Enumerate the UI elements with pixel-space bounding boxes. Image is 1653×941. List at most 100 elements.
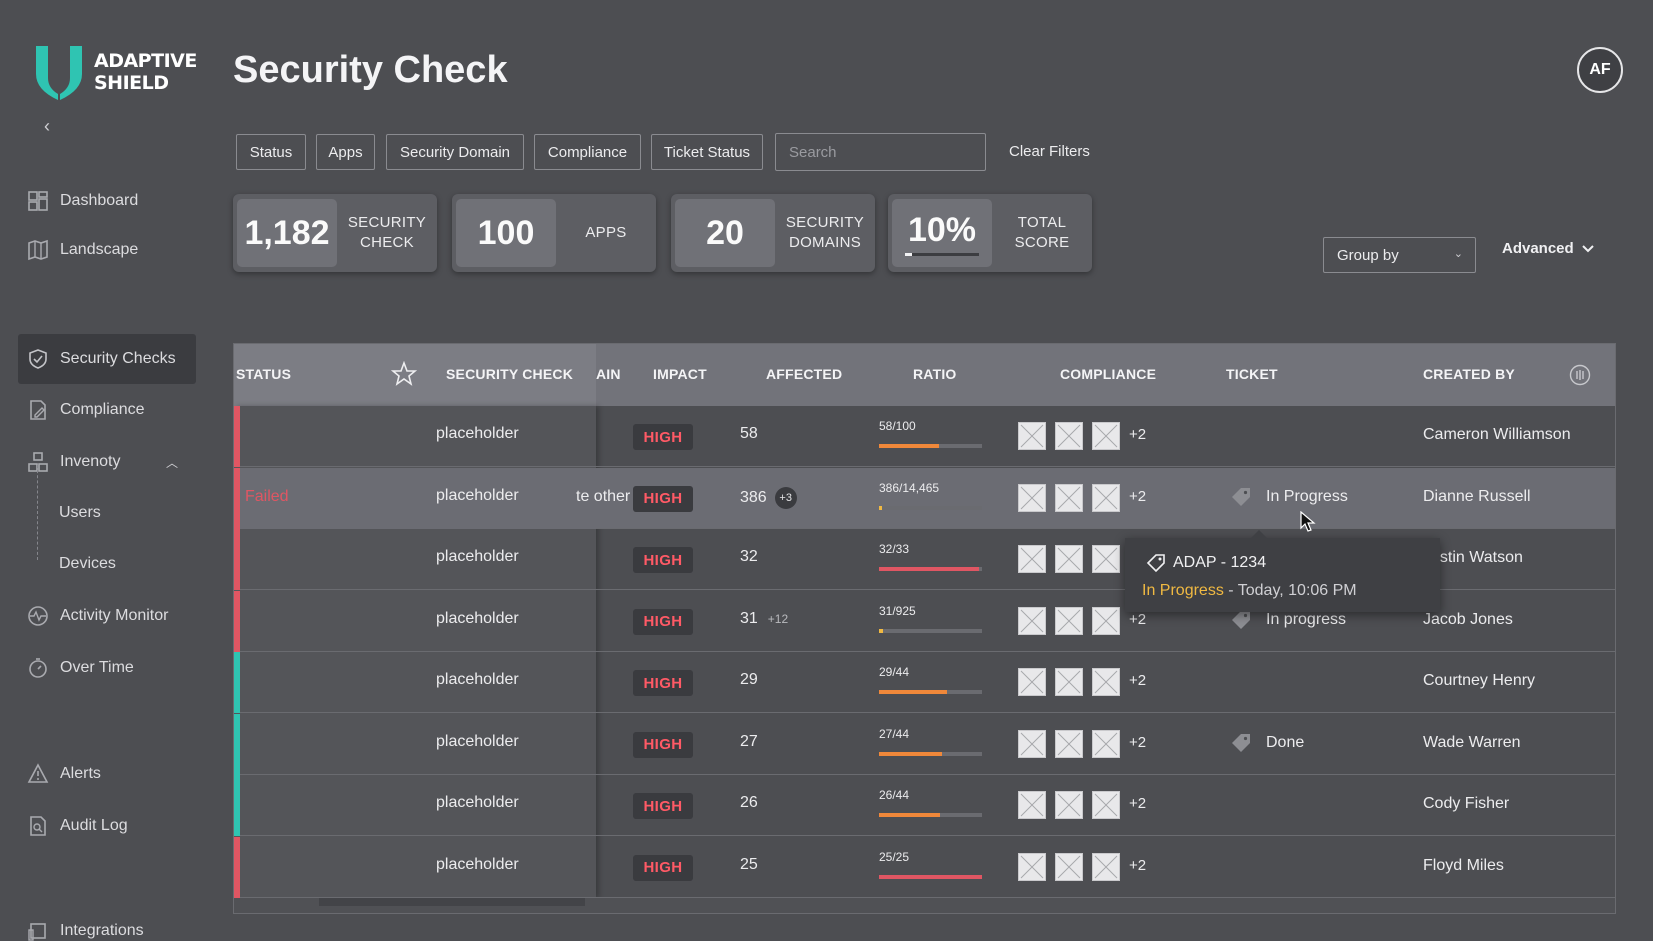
score-progress-track xyxy=(905,253,979,256)
compliance-more[interactable]: +2 xyxy=(1129,610,1147,628)
affected-extra[interactable]: +12 xyxy=(767,611,789,626)
sidebar-subitem-devices[interactable]: Devices xyxy=(59,555,116,572)
compliance-logo[interactable] xyxy=(1018,729,1046,758)
table-row[interactable]: placeholder HIGH 27 27/44 +2 Done Wade Warren xyxy=(234,713,1615,775)
table-row[interactable]: placeholder HIGH 26 26/44 +2 Cody Fisher xyxy=(234,775,1615,836)
affected-extra[interactable]: +3 xyxy=(774,486,797,509)
sidebar-item-integrations[interactable]: Integrations xyxy=(18,906,196,941)
clear-filters-link[interactable]: Clear Filters xyxy=(1009,143,1090,160)
security-check-name[interactable]: placeholder xyxy=(436,425,519,442)
column-header-ticket[interactable]: TICKET xyxy=(1226,366,1278,382)
column-header-affected[interactable]: AFFECTED xyxy=(766,366,843,382)
sidebar-subitem-users[interactable]: Users xyxy=(59,504,101,521)
ticket-status[interactable]: Done xyxy=(1266,733,1305,751)
compliance-logo[interactable] xyxy=(1018,791,1046,819)
compliance-logo[interactable] xyxy=(1018,483,1046,512)
security-checks-table: STATUS SECURITY CHECK AIN IMPACT AFFECTE… xyxy=(233,343,1616,914)
column-header-security-check[interactable]: SECURITY CHECK xyxy=(446,366,574,382)
column-header-status[interactable]: STATUS xyxy=(236,366,292,382)
compliance-logo[interactable] xyxy=(1092,483,1120,512)
sidebar-item-landscape[interactable]: Landscape xyxy=(18,225,196,275)
ticket-status[interactable]: In Progress xyxy=(1266,487,1348,505)
group-by-select[interactable]: Group by ⌄ xyxy=(1323,237,1476,273)
compliance-logo[interactable] xyxy=(1092,668,1120,696)
column-header-ratio[interactable]: RATIO xyxy=(913,366,957,382)
compliance-logo[interactable] xyxy=(1055,729,1083,758)
compliance-logo[interactable] xyxy=(1055,606,1083,635)
compliance-logo[interactable] xyxy=(1055,852,1083,881)
security-check-name[interactable]: placeholder xyxy=(436,732,519,750)
table-row[interactable]: Failed placeholder te other HIGH 386 +3 386/14… xyxy=(234,467,1615,529)
compliance-logo[interactable] xyxy=(1092,791,1120,819)
brand-logo[interactable]: ADAPTIVE SHIELD xyxy=(34,44,197,100)
ratio-text: 32/33 xyxy=(879,542,910,556)
sidebar-item-security-checks[interactable]: Security Checks xyxy=(18,334,196,384)
compliance-logo[interactable] xyxy=(1092,729,1120,758)
table-row[interactable]: placeholder HIGH 58 58/100 +2 Cameron William… xyxy=(234,406,1615,467)
compliance-logo[interactable] xyxy=(1018,422,1046,450)
horizontal-scrollbar[interactable] xyxy=(234,898,1615,913)
sidebar-item-activity-monitor[interactable]: Activity Monitor xyxy=(18,591,196,641)
chevron-left-icon[interactable]: ‹ xyxy=(44,116,50,136)
compliance-more[interactable]: +2 xyxy=(1129,856,1147,874)
compliance-more[interactable]: +2 xyxy=(1129,672,1147,689)
scrollbar-thumb[interactable] xyxy=(319,898,585,906)
compliance-logo[interactable] xyxy=(1092,422,1120,450)
compliance-logo[interactable] xyxy=(1055,791,1083,819)
sidebar-item-inventory[interactable]: Invenoty ︿ xyxy=(18,437,196,487)
stat-value: 20 xyxy=(675,199,775,267)
table-row[interactable]: placeholder HIGH 29 29/44 +2 Courtney Henry xyxy=(234,652,1615,713)
impact-badge: HIGH xyxy=(633,731,693,758)
column-header-impact[interactable]: IMPACT xyxy=(653,366,707,382)
compliance-logo[interactable] xyxy=(1055,422,1083,450)
column-header-domain[interactable]: AIN xyxy=(596,366,621,382)
sidebar-item-alerts[interactable]: Alerts xyxy=(18,749,196,799)
compliance-logo[interactable] xyxy=(1092,852,1120,881)
compliance-logo[interactable] xyxy=(1055,545,1083,573)
advanced-toggle[interactable]: Advanced xyxy=(1502,240,1594,257)
avatar[interactable]: AF xyxy=(1577,47,1623,93)
compliance-logo[interactable] xyxy=(1018,606,1046,635)
filter-status-button[interactable]: Status xyxy=(236,134,306,170)
compliance-more[interactable]: +2 xyxy=(1129,795,1147,812)
filter-compliance-button[interactable]: Compliance xyxy=(534,134,641,170)
security-check-name[interactable]: placeholder xyxy=(436,548,519,565)
compliance-more[interactable]: +2 xyxy=(1129,487,1147,505)
security-check-name[interactable]: placeholder xyxy=(436,671,519,688)
compliance-more[interactable]: +2 xyxy=(1129,733,1147,751)
table-row[interactable]: placeholder HIGH 31 +12 31/925 +2 In progress J… xyxy=(234,590,1615,652)
column-header-compliance[interactable]: COMPLIANCE xyxy=(1060,366,1157,382)
compliance-logo[interactable] xyxy=(1092,545,1120,573)
compliance-logo[interactable] xyxy=(1018,852,1046,881)
status-indicator-bar xyxy=(234,775,240,836)
search-input[interactable] xyxy=(775,133,986,171)
filter-apps-button[interactable]: Apps xyxy=(316,134,375,170)
compliance-more[interactable]: +2 xyxy=(1129,426,1147,443)
ticket-status[interactable]: In progress xyxy=(1266,610,1347,628)
table-row[interactable]: placeholder HIGH 25 25/25 +2 Floyd Miles xyxy=(234,836,1615,898)
column-header-created-by[interactable]: CREATED BY xyxy=(1423,366,1515,382)
filter-ticket-status-button[interactable]: Ticket Status xyxy=(651,134,763,170)
security-check-name[interactable]: placeholder xyxy=(436,794,519,811)
filter-security-domain-button[interactable]: Security Domain xyxy=(386,134,524,170)
compliance-logo[interactable] xyxy=(1055,668,1083,696)
sidebar-item-audit-log[interactable]: Audit Log xyxy=(18,801,196,851)
compliance-logo[interactable] xyxy=(1018,545,1046,573)
security-check-name[interactable]: placeholder xyxy=(436,609,519,627)
affected-count: 25 xyxy=(740,856,758,874)
star-icon[interactable] xyxy=(391,361,417,387)
sidebar-item-over-time[interactable]: Over Time xyxy=(18,643,196,693)
security-check-name[interactable]: placeholder xyxy=(436,855,519,873)
compliance-logo[interactable] xyxy=(1055,483,1083,512)
sidebar-item-compliance[interactable]: Compliance xyxy=(18,385,196,435)
security-check-name[interactable]: placeholder xyxy=(436,486,519,504)
column-settings-icon[interactable] xyxy=(1569,364,1591,386)
ratio-text: 27/44 xyxy=(879,726,910,741)
compliance-logo[interactable] xyxy=(1018,668,1046,696)
compliance-logo[interactable] xyxy=(1092,606,1120,635)
chevron-up-icon: ︿ xyxy=(165,456,178,470)
tooltip-ticket-id: ADAP - 1234 xyxy=(1173,554,1267,571)
sidebar-item-dashboard[interactable]: Dashboard xyxy=(18,176,196,226)
ratio-bar-track xyxy=(879,444,982,448)
